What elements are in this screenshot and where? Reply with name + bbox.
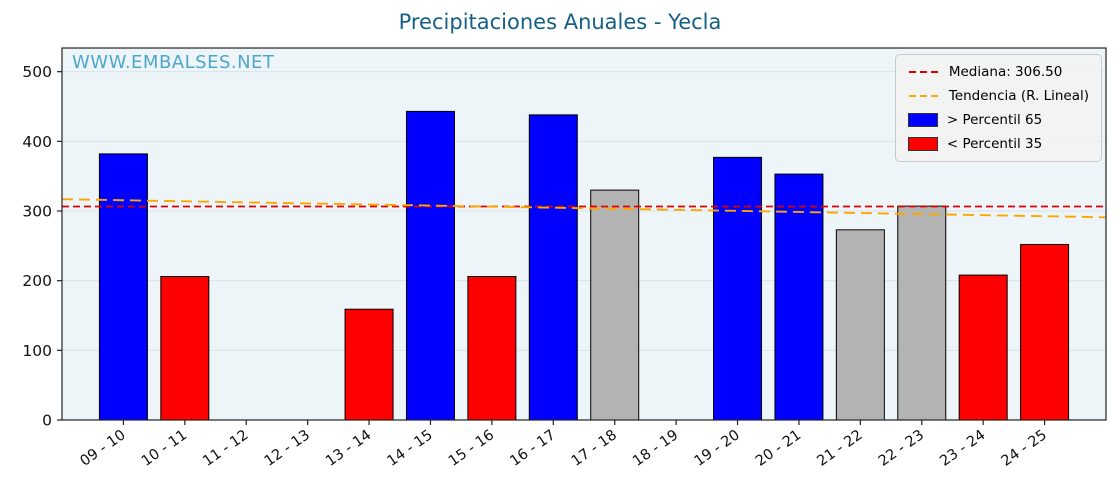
bar-23-24: [958, 274, 1008, 421]
y-tick-label: 0: [42, 412, 52, 430]
bar-13-14: [344, 308, 394, 421]
plot-border: [61, 47, 1107, 421]
x-tick-label: 18 - 19: [630, 427, 681, 470]
legend-dashed-line-swatch: [908, 95, 939, 97]
legend-color-swatch: [907, 113, 938, 127]
y-tick-label: 300: [22, 203, 52, 221]
x-tick-label: 12 - 13: [262, 427, 313, 470]
bar-09-10: [98, 153, 148, 421]
bar-10-11: [160, 275, 210, 421]
x-tick-label: 21 - 22: [814, 427, 865, 470]
bar-22-23: [897, 205, 947, 421]
bar-21-22: [835, 229, 885, 421]
x-tick-label: 10 - 11: [139, 427, 190, 470]
bar-14-15: [405, 110, 455, 421]
x-tick-label: 13 - 14: [323, 427, 374, 470]
trend-line: [61, 198, 1107, 219]
x-tick-label: 24 - 25: [999, 427, 1050, 470]
x-tick-label: 19 - 20: [692, 427, 743, 470]
x-tick-label: 09 - 10: [77, 427, 128, 470]
legend-item: Mediana: 306.50: [908, 64, 1089, 80]
x-tick-label: 11 - 12: [200, 427, 251, 470]
x-tick-label: 14 - 15: [385, 427, 436, 470]
x-tick-label: 17 - 18: [569, 427, 620, 470]
y-tick-label: 500: [22, 63, 52, 81]
legend-item: Tendencia (R. Lineal): [908, 88, 1089, 104]
x-tick-label: 15 - 16: [446, 427, 497, 470]
bar-24-25: [1020, 243, 1070, 421]
x-tick-label: 20 - 21: [753, 427, 804, 470]
y-tick-label: 100: [22, 342, 52, 360]
x-tick-label: 23 - 24: [937, 427, 988, 470]
bar-15-16: [467, 275, 517, 421]
legend-label: < Percentil 35: [946, 136, 1043, 152]
x-tick-label: 22 - 23: [876, 427, 927, 470]
legend: Mediana: 306.50 Tendencia (R. Lineal) > Pe…: [894, 54, 1102, 162]
y-tick-label: 400: [22, 133, 52, 151]
bar-19-20: [713, 156, 763, 421]
x-tick-label: 16 - 17: [507, 427, 558, 470]
legend-label: > Percentil 65: [946, 112, 1043, 128]
legend-item: < Percentil 35: [907, 136, 1089, 152]
legend-item: > Percentil 65: [907, 112, 1089, 128]
bar-17-18: [590, 189, 640, 421]
legend-label: Mediana: 306.50: [948, 64, 1063, 80]
chart-title: Precipitaciones Anuales - Yecla: [398, 10, 722, 34]
watermark: WWW.EMBALSES.NET: [72, 52, 275, 73]
y-tick-label: 200: [22, 272, 52, 290]
bar-16-17: [528, 114, 578, 421]
legend-color-swatch: [907, 137, 938, 151]
legend-dashed-line-swatch: [908, 71, 939, 73]
legend-label: Tendencia (R. Lineal): [948, 88, 1089, 104]
